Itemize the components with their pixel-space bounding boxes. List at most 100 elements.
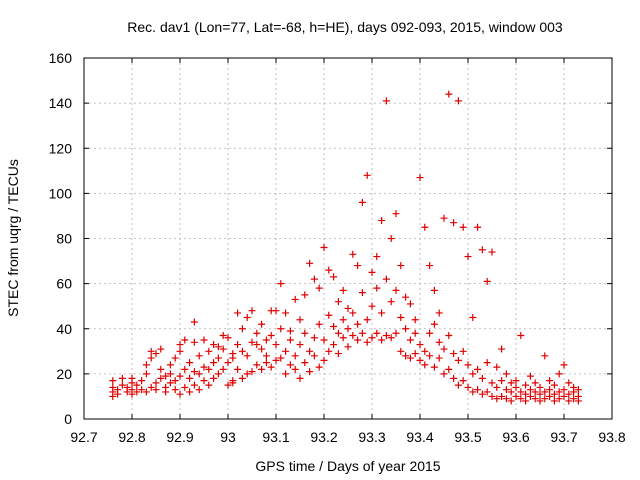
data-point [166,379,174,387]
data-point [277,325,285,333]
data-point [382,97,390,105]
data-point [363,171,371,179]
data-point [565,379,573,387]
data-point [258,320,266,328]
data-point [541,388,549,396]
x-tick-labels: 92.7 92.8 92.9 93 93.1 93.2 93.3 93.4 93.5 93.6 93… [70,429,625,445]
x-tick-label: 92.8 [118,429,145,445]
data-point [555,370,563,378]
data-point [330,322,338,330]
data-point [560,361,568,369]
x-tick-label: 93.6 [502,429,529,445]
data-point [253,361,261,369]
data-point [315,363,323,371]
data-point [507,388,515,396]
data-point [421,361,429,369]
data-point [234,365,242,373]
data-point [253,341,261,349]
data-point [454,97,462,105]
data-point [296,341,304,349]
data-point [493,363,501,371]
data-point [344,343,352,351]
y-axis-label: STEC from uqrg / TECUs [5,159,21,317]
x-tick-label: 93.8 [598,429,625,445]
data-point [176,347,184,355]
chart-title: Rec. dav1 (Lon=77, Lat=-68, h=HE), days … [127,19,563,35]
y-tick-label: 100 [49,185,73,201]
data-point [421,223,429,231]
data-point [325,266,333,274]
data-point [224,381,232,389]
y-tick-label: 140 [49,95,73,111]
data-point [296,374,304,382]
data-point [157,345,165,353]
data-point [517,388,525,396]
data-point [162,388,170,396]
data-point [459,377,467,385]
data-point [320,244,328,252]
data-point [176,341,184,349]
data-point [142,361,150,369]
data-point [344,325,352,333]
data-point [435,354,443,362]
data-point [445,365,453,373]
data-point [176,372,184,380]
data-point [522,381,530,389]
data-point [502,370,510,378]
data-point [181,336,189,344]
data-point [325,311,333,319]
data-point [344,304,352,312]
data-point [320,356,328,364]
y-tick-label: 160 [49,50,73,66]
data-point [224,359,232,367]
data-point [147,354,155,362]
data-point [291,352,299,360]
data-point [205,365,213,373]
data-point [214,354,222,362]
data-point [469,313,477,321]
data-point [464,253,472,261]
data-point [262,352,270,360]
data-point [354,262,362,270]
data-point [387,334,395,342]
data-point [296,316,304,324]
data-point [565,390,573,398]
data-point [358,329,366,337]
data-point [541,352,549,360]
data-point [214,343,222,351]
data-point [195,352,203,360]
data-point [426,262,434,270]
x-tick-label: 93.2 [310,429,337,445]
data-point [406,354,414,362]
data-point [272,341,280,349]
data-point [373,284,381,292]
data-point [560,386,568,394]
data-point [243,352,251,360]
y-tick-label: 40 [56,321,72,337]
data-point [546,392,554,400]
data-point [258,345,266,353]
data-point [166,370,174,378]
data-point [128,386,136,394]
data-point [363,316,371,324]
data-point [195,386,203,394]
y-tick-label: 120 [49,140,73,156]
data-point [325,347,333,355]
data-point [238,374,246,382]
data-point [373,329,381,337]
data-point [397,262,405,270]
data-point [387,235,395,242]
data-point [488,392,496,400]
data-point [224,334,232,342]
data-point [421,347,429,355]
data-point [507,397,515,405]
data-point [286,361,294,369]
data-point [306,259,314,267]
data-point [483,277,491,285]
data-point [166,361,174,369]
x-tick-label: 93.4 [406,429,433,445]
x-tick-label: 92.9 [166,429,193,445]
data-point [469,370,477,378]
data-point [378,216,386,224]
